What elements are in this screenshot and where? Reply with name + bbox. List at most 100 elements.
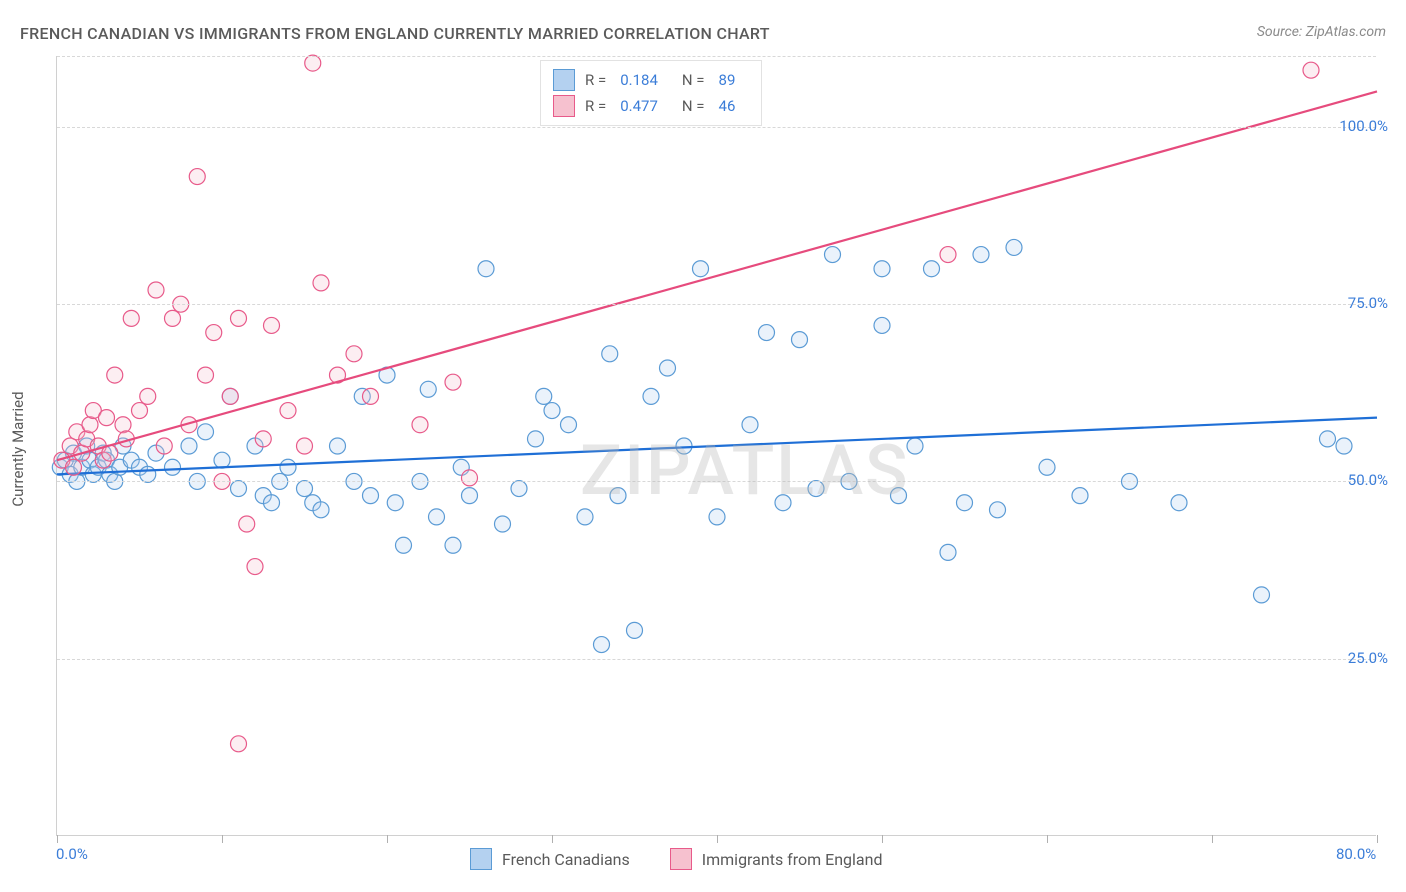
data-point — [536, 388, 552, 404]
data-point — [445, 537, 461, 553]
data-point — [709, 509, 725, 525]
data-point — [874, 317, 890, 333]
x-tick — [222, 835, 223, 843]
data-point — [792, 332, 808, 348]
data-point — [346, 346, 362, 362]
data-point — [255, 431, 271, 447]
data-point — [222, 388, 238, 404]
data-point — [1303, 62, 1319, 78]
data-point — [82, 417, 98, 433]
data-point — [990, 502, 1006, 518]
data-point — [693, 261, 709, 277]
data-point — [140, 388, 156, 404]
data-point — [297, 438, 313, 454]
legend-r-value: 0.477 — [620, 97, 658, 115]
data-point — [594, 637, 610, 653]
data-point — [363, 488, 379, 504]
data-point — [297, 481, 313, 497]
y-tick-label: 75.0% — [1348, 294, 1388, 312]
data-point — [429, 509, 445, 525]
scatter-svg — [57, 56, 1376, 835]
data-point — [165, 459, 181, 475]
gridline-h — [57, 481, 1376, 482]
data-point — [107, 367, 123, 383]
data-point — [420, 381, 436, 397]
gridline-h — [57, 127, 1376, 128]
legend-swatch — [553, 95, 575, 117]
data-point — [189, 169, 205, 185]
legend-series-label: French Canadians — [502, 850, 630, 869]
x-tick — [882, 835, 883, 843]
y-tick-label: 25.0% — [1348, 649, 1388, 667]
data-point — [239, 516, 255, 532]
data-point — [148, 282, 164, 298]
data-point — [280, 403, 296, 419]
data-point — [577, 509, 593, 525]
legend-series-item: Immigrants from England — [670, 848, 883, 870]
data-point — [231, 481, 247, 497]
y-axis-title: Currently Married — [9, 391, 27, 506]
source-attribution: Source: ZipAtlas.com — [1257, 24, 1386, 40]
legend-series-item: French Canadians — [470, 848, 630, 870]
legend-n-label: N = — [682, 97, 705, 115]
data-point — [775, 495, 791, 511]
x-tick — [387, 835, 388, 843]
data-point — [511, 481, 527, 497]
data-point — [198, 367, 214, 383]
chart-title: FRENCH CANADIAN VS IMMIGRANTS FROM ENGLA… — [20, 24, 770, 43]
x-tick — [1047, 835, 1048, 843]
data-point — [940, 544, 956, 560]
data-point — [206, 325, 222, 341]
data-point — [561, 417, 577, 433]
data-point — [181, 438, 197, 454]
data-point — [231, 310, 247, 326]
legend-n-value: 46 — [719, 97, 736, 115]
data-point — [412, 417, 428, 433]
data-point — [132, 403, 148, 419]
data-point — [676, 438, 692, 454]
data-point — [214, 452, 230, 468]
data-point — [973, 247, 989, 263]
trend-line — [57, 91, 1377, 460]
data-point — [660, 360, 676, 376]
data-point — [874, 261, 890, 277]
legend-row: R =0.477N =46 — [553, 93, 749, 119]
data-point — [99, 410, 115, 426]
x-tick — [717, 835, 718, 843]
legend-n-value: 89 — [719, 71, 736, 89]
legend-series-label: Immigrants from England — [702, 850, 883, 869]
data-point — [1039, 459, 1055, 475]
data-point — [759, 325, 775, 341]
data-point — [123, 310, 139, 326]
data-point — [313, 502, 329, 518]
y-tick-label: 100.0% — [1339, 117, 1388, 135]
x-tick — [1377, 835, 1378, 843]
data-point — [264, 495, 280, 511]
data-point — [140, 466, 156, 482]
data-point — [198, 424, 214, 440]
data-point — [264, 317, 280, 333]
data-point — [231, 736, 247, 752]
data-point — [907, 438, 923, 454]
data-point — [528, 431, 544, 447]
data-point — [940, 247, 956, 263]
y-tick-label: 50.0% — [1348, 471, 1388, 489]
data-point — [1320, 431, 1336, 447]
data-point — [280, 459, 296, 475]
data-point — [396, 537, 412, 553]
data-point — [627, 622, 643, 638]
data-point — [808, 481, 824, 497]
data-point — [742, 417, 758, 433]
data-point — [643, 388, 659, 404]
data-point — [957, 495, 973, 511]
x-tick — [57, 835, 58, 843]
data-point — [478, 261, 494, 277]
data-point — [387, 495, 403, 511]
data-point — [66, 459, 82, 475]
data-point — [610, 488, 626, 504]
correlation-legend: R =0.184N =89R =0.477N =46 — [540, 60, 762, 126]
data-point — [363, 388, 379, 404]
data-point — [544, 403, 560, 419]
legend-row: R =0.184N =89 — [553, 67, 749, 93]
data-point — [602, 346, 618, 362]
